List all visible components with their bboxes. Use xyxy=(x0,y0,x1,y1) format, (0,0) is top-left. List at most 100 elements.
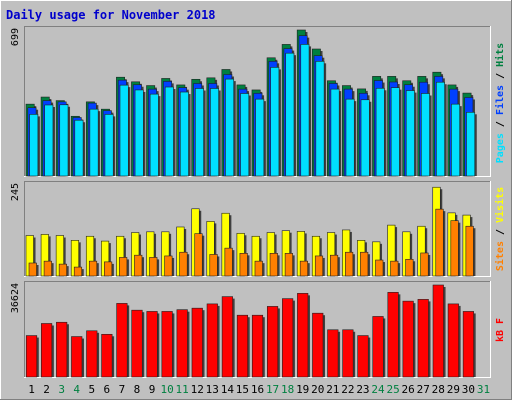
bar-sites-day-29 xyxy=(450,220,461,277)
bar-kb-f-day-22 xyxy=(342,329,356,378)
bar-pages-day-10 xyxy=(164,86,176,177)
y-axis-max-label: 36624 xyxy=(10,283,21,313)
x-tick-label-day-25: 25 xyxy=(386,383,399,396)
bar-sites-day-5 xyxy=(88,260,99,277)
x-tick-label-day-28: 28 xyxy=(432,383,445,396)
x-tick-label-day-17: 17 xyxy=(266,383,279,396)
bar-kb-f-day-4 xyxy=(71,336,84,378)
x-tick-label-day-21: 21 xyxy=(326,383,339,396)
bar-face xyxy=(58,263,67,277)
bar-kb-f-day-14 xyxy=(221,296,235,378)
bar-face xyxy=(210,88,219,177)
bar-face xyxy=(179,91,189,177)
bar-face xyxy=(435,208,444,277)
bar-face xyxy=(29,114,39,177)
bar-sites-day-20 xyxy=(314,255,325,277)
bar-pages-day-21 xyxy=(330,88,342,177)
bar-face xyxy=(360,99,370,177)
bar-face xyxy=(357,335,369,378)
bar-pages-day-24 xyxy=(375,87,387,177)
bar-face xyxy=(161,311,173,378)
bar-pages-day-9 xyxy=(149,93,161,177)
series-kb-f xyxy=(25,284,476,378)
bar-face xyxy=(299,260,309,277)
bar-face xyxy=(209,254,218,277)
x-tick-label-day-22: 22 xyxy=(341,383,354,396)
bar-sites-day-8 xyxy=(134,254,144,277)
series-pages xyxy=(29,44,477,177)
bar-sites-day-19 xyxy=(299,260,310,277)
legend-kbytes: kB F xyxy=(495,318,506,342)
x-tick-label-day-5: 5 xyxy=(88,383,95,396)
bar-kb-f-day-3 xyxy=(56,321,69,378)
bar-face xyxy=(251,314,264,378)
bar-face xyxy=(432,284,444,378)
x-tick-label-day-14: 14 xyxy=(221,383,235,396)
bar-face xyxy=(420,93,430,177)
bar-kb-f-day-8 xyxy=(131,309,145,378)
bar-kb-f-day-5 xyxy=(86,330,100,378)
bar-face xyxy=(269,253,278,277)
bar-kb-f-day-15 xyxy=(236,314,250,378)
bar-face xyxy=(327,329,339,378)
bar-face xyxy=(447,303,459,378)
bar-kb-f-day-1 xyxy=(25,335,39,378)
bar-pages-day-27 xyxy=(420,93,432,177)
bar-face xyxy=(225,78,235,177)
bar-face xyxy=(255,98,265,177)
x-tick-label-day-26: 26 xyxy=(402,383,415,396)
bar-face xyxy=(28,262,37,277)
bar-kb-f-day-19 xyxy=(297,293,310,378)
bar-sites-day-14 xyxy=(224,247,235,277)
bar-pages-day-17 xyxy=(270,67,281,177)
bar-face xyxy=(149,257,158,277)
bar-sites-day-2 xyxy=(43,260,54,277)
legend-visits-sites: Sites / Visits xyxy=(494,187,506,271)
x-tick-label-day-19: 19 xyxy=(296,383,309,396)
bar-pages-day-3 xyxy=(59,104,71,177)
x-tick-label-day-29: 29 xyxy=(447,383,460,396)
bar-face xyxy=(194,233,203,277)
bar-pages-day-5 xyxy=(89,108,101,177)
bar-face xyxy=(330,88,340,177)
bar-face xyxy=(104,114,114,177)
x-tick-label-day-27: 27 xyxy=(417,383,430,396)
bar-sites-day-7 xyxy=(119,257,129,277)
bar-face xyxy=(450,220,459,277)
bar-sites-day-21 xyxy=(330,254,340,277)
x-tick-label-day-15: 15 xyxy=(236,383,249,396)
series-sites xyxy=(28,208,476,277)
bar-sites-day-11 xyxy=(179,251,190,277)
bar-pages-day-12 xyxy=(195,88,206,177)
bar-face xyxy=(221,296,233,378)
x-tick-label-day-10: 10 xyxy=(160,383,173,396)
bar-face xyxy=(270,67,280,177)
bar-face xyxy=(134,89,144,177)
bar-face xyxy=(420,252,429,277)
bar-face xyxy=(88,260,98,277)
bar-face xyxy=(300,44,310,177)
x-tick-label-day-12: 12 xyxy=(191,383,204,396)
bar-face xyxy=(149,93,159,177)
bar-sites-day-24 xyxy=(375,259,386,277)
bar-sites-day-28 xyxy=(435,208,446,277)
legend-entry: kB F xyxy=(495,318,506,342)
bar-kb-f-day-21 xyxy=(327,329,341,378)
bar-face xyxy=(360,251,369,277)
x-axis-day-labels: 1 2 3 4 5 6 7 8 9 10 11 12 13 14 15 16 17 18 19 20 21 22 23 24 2… xyxy=(28,383,490,396)
bar-kb-f-day-30 xyxy=(462,311,476,378)
bar-kb-f-day-20 xyxy=(312,312,326,378)
bar-sites-day-30 xyxy=(465,225,476,277)
bar-face xyxy=(195,88,204,177)
bar-face xyxy=(74,119,84,177)
bar-pages-day-29 xyxy=(451,103,462,177)
bar-pages-day-23 xyxy=(360,99,372,177)
bar-pages-day-18 xyxy=(285,52,296,177)
bar-face xyxy=(116,303,128,378)
bar-face xyxy=(164,255,173,277)
bar-face xyxy=(330,254,339,277)
bar-face xyxy=(405,90,415,177)
chart-panel-kbytes: 36624 kB F xyxy=(10,281,506,378)
x-tick-label-day-2: 2 xyxy=(43,383,50,396)
